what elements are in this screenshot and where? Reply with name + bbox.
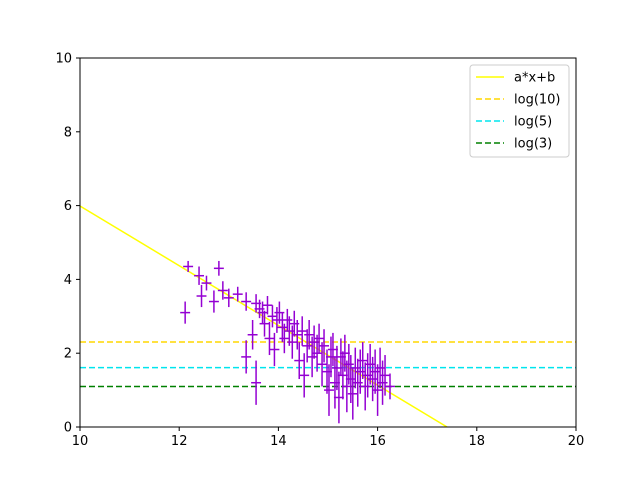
y-tick-label: 8 bbox=[64, 125, 72, 140]
data-point bbox=[365, 343, 376, 385]
data-point bbox=[343, 343, 354, 385]
data-point bbox=[370, 349, 381, 394]
data-point bbox=[294, 342, 305, 380]
x-tick-label: 14 bbox=[270, 434, 287, 449]
data-point bbox=[314, 323, 325, 354]
data-point bbox=[247, 319, 258, 350]
data-point bbox=[350, 347, 361, 389]
x-tick-label: 20 bbox=[568, 434, 585, 449]
data-point bbox=[262, 296, 273, 315]
data-point bbox=[241, 292, 252, 311]
data-point bbox=[352, 358, 363, 407]
x-tick-label: 12 bbox=[171, 434, 188, 449]
x-tick-label: 16 bbox=[369, 434, 386, 449]
data-point bbox=[196, 284, 207, 308]
data-point bbox=[299, 353, 310, 398]
data-point bbox=[271, 307, 282, 333]
data-point bbox=[217, 281, 228, 300]
data-point bbox=[282, 308, 293, 332]
legend-box bbox=[469, 64, 570, 158]
legend-label: log(3) bbox=[514, 137, 552, 152]
legend-label: log(10) bbox=[514, 93, 561, 108]
data-point bbox=[251, 360, 262, 405]
data-point bbox=[304, 319, 315, 350]
legend-label: a*x+b bbox=[514, 71, 555, 86]
series-line-0 bbox=[80, 205, 448, 427]
data-point bbox=[367, 356, 378, 402]
data-point bbox=[269, 332, 280, 367]
data-point bbox=[380, 355, 390, 396]
data-point bbox=[287, 325, 298, 359]
data-point bbox=[241, 340, 252, 374]
data-point bbox=[279, 323, 290, 354]
data-point bbox=[357, 342, 368, 380]
data-point bbox=[201, 275, 212, 291]
x-tick-label: 18 bbox=[469, 434, 486, 449]
data-point bbox=[312, 334, 323, 372]
y-tick-label: 0 bbox=[64, 421, 72, 436]
axes-frame bbox=[79, 57, 577, 428]
data-point bbox=[232, 286, 243, 302]
data-point bbox=[183, 260, 194, 273]
data-point bbox=[208, 290, 219, 313]
y-tick-label: 10 bbox=[55, 52, 72, 67]
data-point bbox=[360, 362, 371, 411]
y-tick-label: 6 bbox=[64, 199, 72, 214]
legend: a*x+b log(10) log(5) log(3) bbox=[469, 64, 570, 158]
data-point bbox=[194, 266, 204, 285]
data-point bbox=[319, 329, 329, 363]
data-point bbox=[267, 305, 278, 328]
data-point bbox=[259, 310, 270, 337]
data-point bbox=[385, 373, 395, 400]
y-tick-label: 2 bbox=[64, 347, 72, 362]
data-point bbox=[317, 342, 328, 387]
x-tick-label: 10 bbox=[72, 434, 89, 449]
data-point bbox=[180, 301, 191, 324]
data-point bbox=[223, 288, 234, 308]
data-point bbox=[213, 260, 224, 276]
data-point bbox=[375, 347, 386, 389]
data-point bbox=[362, 353, 373, 398]
legend-label: log(5) bbox=[514, 115, 552, 130]
data-point bbox=[307, 336, 318, 378]
plot-area bbox=[80, 205, 576, 427]
data-point bbox=[324, 364, 334, 416]
data-point bbox=[377, 360, 388, 405]
data-point bbox=[347, 367, 358, 420]
data-point bbox=[277, 312, 288, 343]
data-point bbox=[292, 319, 303, 350]
data-point bbox=[297, 316, 308, 346]
y-tick-label: 4 bbox=[64, 273, 72, 288]
data-point bbox=[372, 364, 383, 416]
data-point bbox=[345, 355, 356, 404]
